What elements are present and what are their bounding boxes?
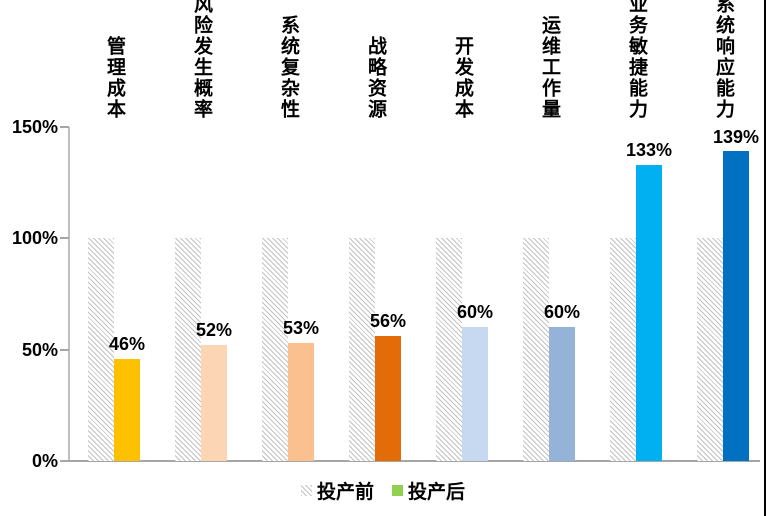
- bar-value-label: 60%: [543, 302, 581, 323]
- bar-value-label: 139%: [712, 126, 760, 147]
- category-label: 战略资源: [365, 36, 386, 120]
- legend-item-before: 投产前: [300, 477, 374, 504]
- category-label: 管理成本: [104, 36, 125, 120]
- legend-after-label: 投产后: [408, 482, 466, 503]
- bar-before: [175, 238, 201, 461]
- category-label: 开发成本: [452, 36, 473, 120]
- bar-before: [436, 238, 462, 461]
- bar-before: [88, 238, 114, 461]
- y-axis-tick: [60, 126, 69, 128]
- bar-before: [523, 238, 549, 461]
- bar-value-label: 60%: [456, 302, 494, 323]
- bar-after: [288, 342, 314, 461]
- bar-after: [201, 345, 227, 461]
- bar-before: [610, 238, 636, 461]
- bar-after: [462, 327, 488, 461]
- category-label: 运维工作量: [539, 15, 560, 120]
- bar-value-label: 46%: [108, 333, 146, 354]
- y-axis-tick: [60, 348, 69, 351]
- x-axis-line: [68, 460, 760, 462]
- y-axis-tick: [60, 237, 69, 240]
- right-border-line: [764, 0, 766, 516]
- y-axis-line: [68, 127, 70, 461]
- bar-after: [375, 336, 401, 461]
- y-axis-tick-label: 0%: [31, 451, 58, 471]
- chart-legend: 投产前 投产后: [0, 477, 766, 504]
- y-axis-tick: [60, 460, 69, 462]
- category-label: 业务敏捷能力: [626, 0, 647, 120]
- bar-value-label: 133%: [625, 139, 673, 160]
- bar-after: [723, 151, 749, 461]
- category-label: 系统复杂性: [278, 15, 299, 120]
- legend-hatched-swatch-icon: [300, 485, 312, 496]
- bar-after: [636, 164, 662, 461]
- bar-value-label: 52%: [195, 320, 233, 341]
- bar-before: [262, 238, 288, 461]
- category-label: 风险发生概率: [191, 0, 212, 120]
- y-axis-tick-label: 150%: [11, 117, 58, 137]
- legend-before-label: 投产前: [316, 482, 374, 503]
- bar-after: [114, 358, 140, 461]
- y-axis-tick-label: 50%: [21, 339, 58, 360]
- category-label: 系统响应能力: [713, 0, 734, 120]
- bar-before: [697, 238, 723, 461]
- bar-value-label: 56%: [369, 311, 407, 332]
- legend-item-after: 投产后: [392, 477, 465, 504]
- legend-green-swatch-icon: [392, 485, 403, 496]
- bar-after: [549, 327, 575, 461]
- bar-value-label: 53%: [282, 318, 320, 338]
- y-axis-tick-label: 100%: [11, 228, 58, 249]
- bar-before: [349, 238, 375, 461]
